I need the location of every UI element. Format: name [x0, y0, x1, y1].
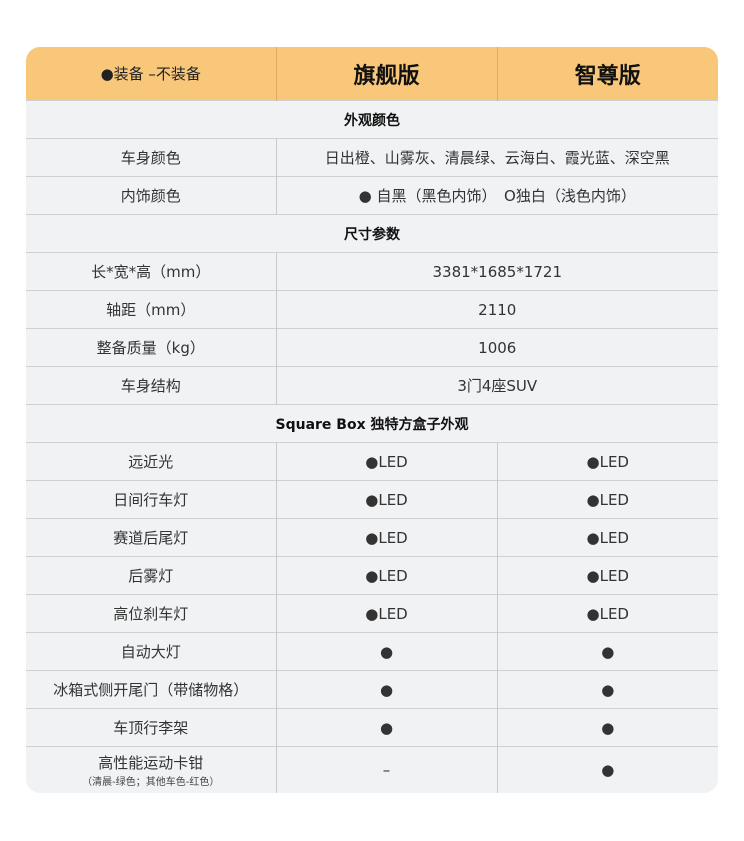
row-label-text: 自动大灯 — [120, 643, 181, 661]
table-row: 赛道后尾灯 ●LED ●LED — [26, 518, 718, 557]
section-row: Square Box 独特方盒子外观 — [26, 404, 718, 443]
row-label: 赛道后尾灯 — [26, 518, 276, 557]
legend: ●装备 –不装备 — [26, 47, 276, 101]
row-label: 高位刹车灯 — [26, 594, 276, 633]
section-row: 尺寸参数 — [26, 214, 718, 253]
premium-value: ●LED — [496, 556, 718, 595]
row-label-text: 高位刹车灯 — [113, 605, 189, 623]
premium-value: ● — [496, 708, 718, 747]
row-label-text: 日间行车灯 — [113, 491, 189, 509]
flagship-value: ●LED — [275, 518, 497, 557]
flagship-value: ●LED — [275, 556, 497, 595]
flagship-value: ●LED — [275, 480, 497, 519]
premium-value: ●LED — [496, 442, 718, 481]
row-label-text: 车顶行李架 — [113, 719, 189, 737]
table-row: 远近光 ●LED ●LED — [26, 442, 718, 481]
row-label: 整备质量（kg） — [26, 328, 276, 367]
row-label-text: 后雾灯 — [128, 567, 174, 585]
spec-table: ●装备 –不装备 旗舰版 智尊版 外观颜色 车身颜色 日出橙、山雾灰、清晨绿、云海… — [26, 47, 718, 793]
row-label: 轴距（mm） — [26, 290, 276, 329]
row-value: 日出橙、山雾灰、清晨绿、云海白、霞光蓝、深空黑 — [275, 138, 718, 177]
table-row: 车身结构 3门4座SUV — [26, 366, 718, 405]
row-label: 远近光 — [26, 442, 276, 481]
premium-value: ● — [496, 632, 718, 671]
table-row: 后雾灯 ●LED ●LED — [26, 556, 718, 595]
table-row: 整备质量（kg） 1006 — [26, 328, 718, 367]
table-row: 冰箱式侧开尾门（带储物格） ● ● — [26, 670, 718, 709]
row-label: 内饰颜色 — [26, 176, 276, 215]
table-row: 自动大灯 ● ● — [26, 632, 718, 671]
row-label-text: 高性能运动卡钳 — [98, 754, 204, 772]
trim-premium: 智尊版 — [496, 47, 718, 101]
row-label-text: 冰箱式侧开尾门（带储物格） — [53, 681, 249, 699]
row-label: 日间行车灯 — [26, 480, 276, 519]
row-value: 3381*1685*1721 — [275, 252, 718, 291]
section-title: 外观颜色 — [26, 100, 718, 139]
flagship-value: – — [275, 746, 497, 793]
premium-value: ●LED — [496, 594, 718, 633]
flagship-value: ●LED — [275, 442, 497, 481]
premium-value: ● — [496, 670, 718, 709]
table-row: 日间行车灯 ●LED ●LED — [26, 480, 718, 519]
row-label: 车顶行李架 — [26, 708, 276, 747]
table-row: 长*宽*高（mm） 3381*1685*1721 — [26, 252, 718, 291]
flagship-value: ● — [275, 670, 497, 709]
premium-value: ●LED — [496, 518, 718, 557]
row-label: 后雾灯 — [26, 556, 276, 595]
row-note: （清晨-绿色；其他车色-红色） — [82, 777, 220, 788]
row-value: ● 自黑（黑色内饰） O独白（浅色内饰） — [275, 176, 718, 215]
header-row: ●装备 –不装备 旗舰版 智尊版 — [26, 47, 718, 101]
row-label: 车身结构 — [26, 366, 276, 405]
flagship-value: ● — [275, 708, 497, 747]
section-title: 尺寸参数 — [26, 214, 718, 253]
section-row: 外观颜色 — [26, 100, 718, 139]
premium-value: ●LED — [496, 480, 718, 519]
table-row: 车顶行李架 ● ● — [26, 708, 718, 747]
table-row: 高位刹车灯 ●LED ●LED — [26, 594, 718, 633]
row-label-text: 远近光 — [128, 453, 174, 471]
row-value: 2110 — [275, 290, 718, 329]
row-value: 3门4座SUV — [275, 366, 718, 405]
flagship-value: ●LED — [275, 594, 497, 633]
row-value: 1006 — [275, 328, 718, 367]
row-label: 自动大灯 — [26, 632, 276, 671]
row-label: 车身颜色 — [26, 138, 276, 177]
table-row: 轴距（mm） 2110 — [26, 290, 718, 329]
flagship-value: ● — [275, 632, 497, 671]
table-row: 高性能运动卡钳 （清晨-绿色；其他车色-红色） – ● — [26, 746, 718, 793]
row-label: 长*宽*高（mm） — [26, 252, 276, 291]
table-row: 内饰颜色 ● 自黑（黑色内饰） O独白（浅色内饰） — [26, 176, 718, 215]
trim-flagship: 旗舰版 — [275, 47, 497, 101]
table-row: 车身颜色 日出橙、山雾灰、清晨绿、云海白、霞光蓝、深空黑 — [26, 138, 718, 177]
row-label-text: 赛道后尾灯 — [113, 529, 189, 547]
row-label: 冰箱式侧开尾门（带储物格） — [26, 670, 276, 709]
premium-value: ● — [496, 746, 718, 793]
row-label: 高性能运动卡钳 （清晨-绿色；其他车色-红色） — [26, 746, 276, 793]
section-title: Square Box 独特方盒子外观 — [26, 404, 718, 443]
